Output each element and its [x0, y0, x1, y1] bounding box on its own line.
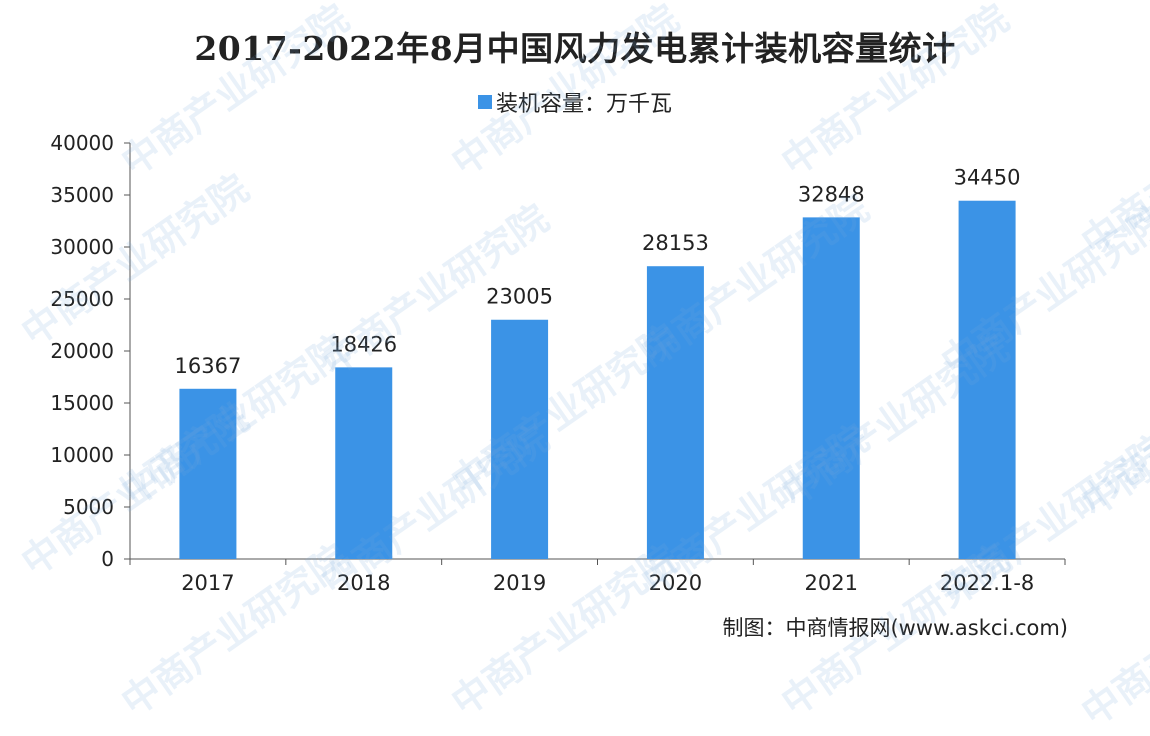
- chart-title: 2017-2022年8月中国风力发电累计装机容量统计: [194, 29, 956, 68]
- y-tick-label: 30000: [50, 235, 114, 259]
- y-tick-label: 10000: [50, 443, 114, 467]
- bar: [491, 319, 549, 559]
- y-tick-label: 40000: [50, 131, 114, 155]
- bar: [802, 217, 860, 559]
- legend-label: 装机容量：万千瓦: [495, 92, 672, 117]
- y-tick-label: 35000: [50, 183, 114, 207]
- data-label: 16367: [175, 354, 242, 378]
- y-tick-label: 25000: [50, 287, 114, 311]
- x-tick-label: 2022.1-8: [940, 571, 1034, 595]
- x-tick-label: 2020: [649, 571, 702, 595]
- data-label: 32848: [798, 182, 865, 206]
- source-credit: 制图：中商情报网(www.askci.com): [722, 616, 1068, 640]
- x-tick-label: 2021: [805, 571, 858, 595]
- y-tick-label: 0: [101, 547, 114, 571]
- x-tick-label: 2019: [493, 571, 546, 595]
- legend: 装机容量：万千瓦: [0, 86, 1150, 118]
- data-label: 34450: [954, 166, 1021, 190]
- bar: [958, 200, 1016, 559]
- x-tick-label: 2017: [181, 571, 234, 595]
- legend-swatch: [477, 95, 492, 109]
- y-tick-label: 20000: [50, 339, 114, 363]
- bar: [179, 388, 237, 559]
- data-label: 18426: [330, 332, 397, 356]
- bar: [646, 266, 704, 559]
- bar: [335, 367, 393, 559]
- y-tick-label: 5000: [63, 495, 114, 519]
- data-label: 23005: [486, 285, 553, 309]
- bar-chart: 0 5000 10000 15000 20000 25000 30000 35000 40000…: [50, 131, 1066, 595]
- data-label: 28153: [642, 231, 709, 255]
- y-tick-label: 15000: [50, 391, 114, 415]
- x-tick-label: 2018: [337, 571, 390, 595]
